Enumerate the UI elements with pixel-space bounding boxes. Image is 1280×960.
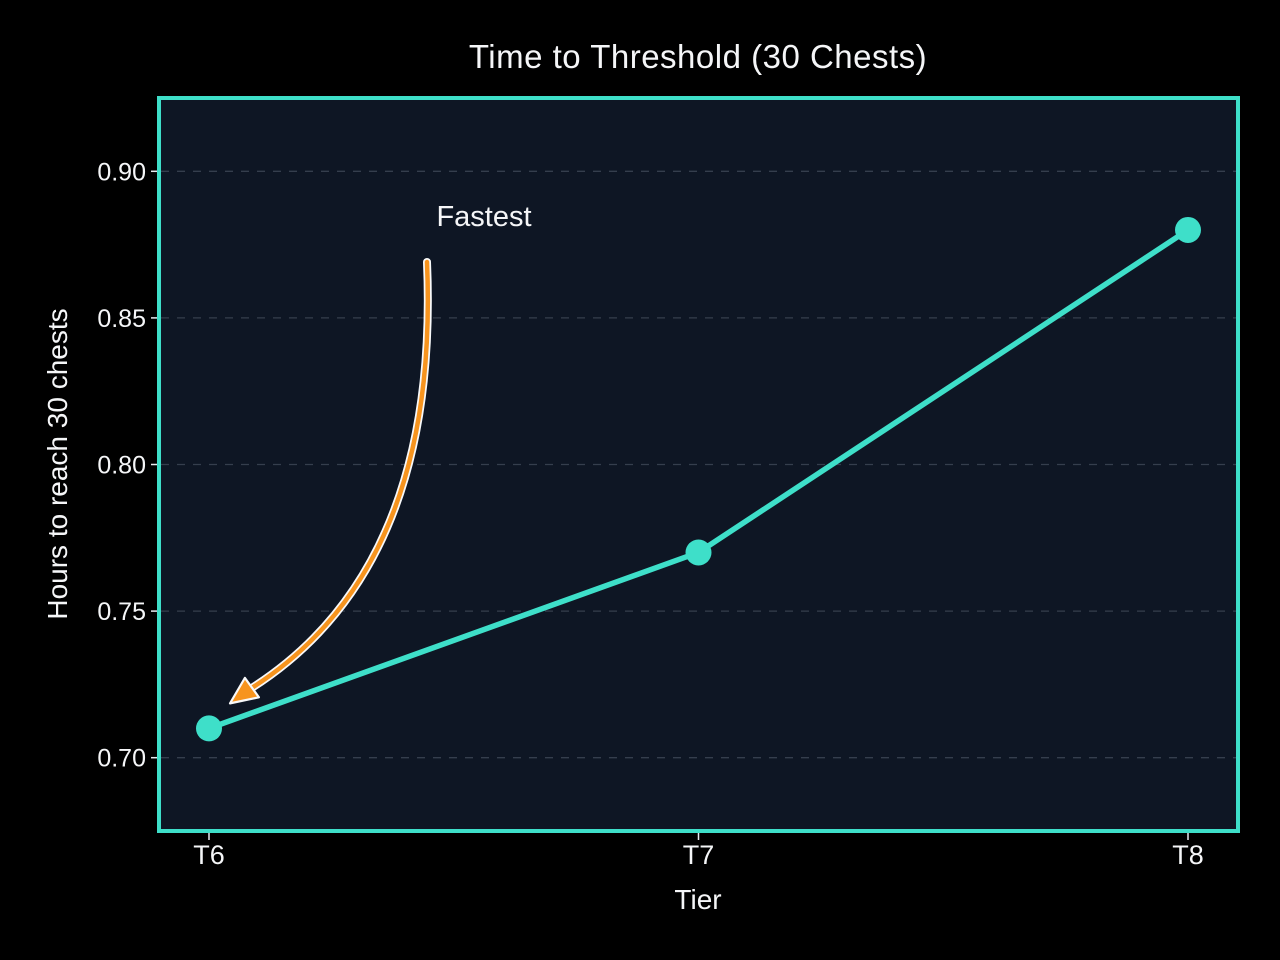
x-tick-label: T8 [1172,840,1204,870]
annotation-arrow-shaft [247,259,430,692]
annotation-label: Fastest [436,201,531,233]
chart-title: Time to Threshold (30 Chests) [468,38,928,75]
y-tick-label: 0.75 [97,598,146,626]
y-tick-label: 0.90 [97,158,146,186]
data-point-marker [685,539,712,566]
y-tick-label: 0.85 [97,305,146,333]
y-tick-label: 0.80 [97,452,146,480]
x-tick-label: T7 [683,840,715,870]
y-tick-label: 0.70 [97,745,146,773]
x-axis-label: Tier [674,884,722,915]
x-tick-label: T6 [193,840,225,870]
data-point-marker [1175,216,1201,243]
data-point-marker [196,715,222,742]
annotation-arrowhead [228,676,260,705]
